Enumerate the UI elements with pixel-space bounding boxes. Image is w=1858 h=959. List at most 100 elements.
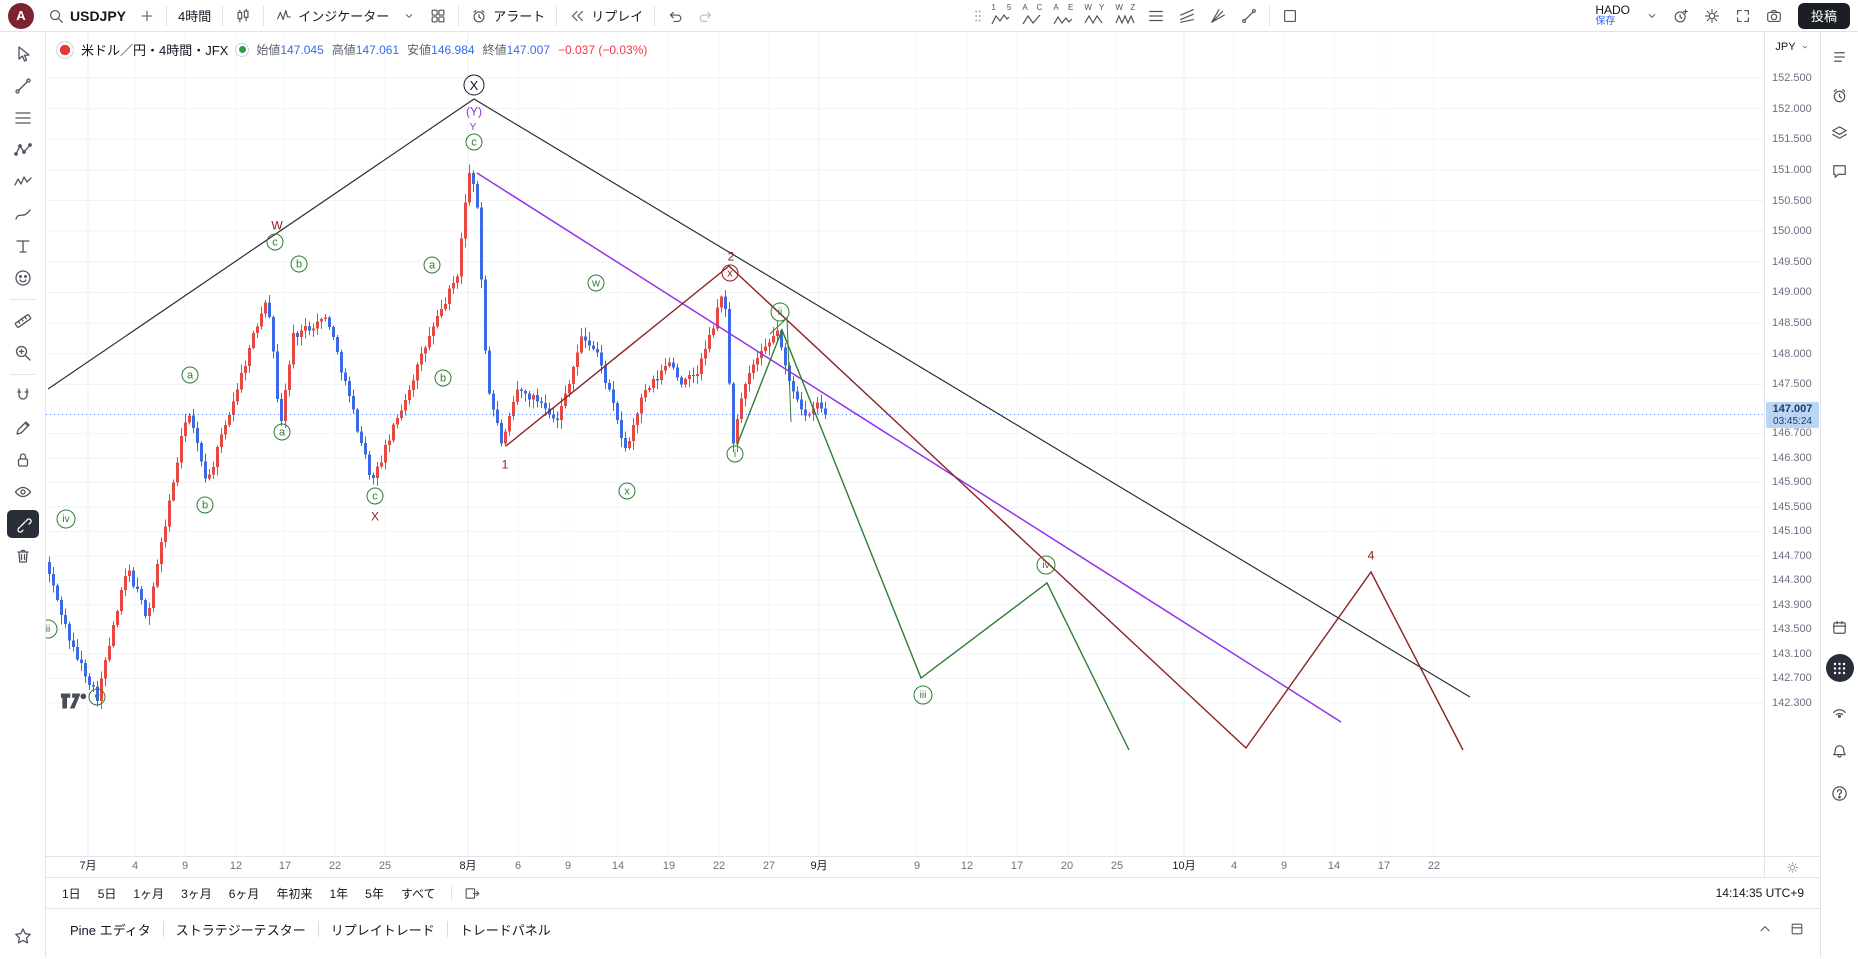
- undo-button[interactable]: [660, 3, 690, 29]
- symbol-title[interactable]: 米ドル／円・4時間・JFX: [81, 43, 229, 58]
- emoji-tool[interactable]: [7, 264, 39, 292]
- chart-type-button[interactable]: [228, 3, 258, 29]
- calendar-button[interactable]: [1825, 612, 1855, 642]
- remove-drawings-tool[interactable]: [7, 542, 39, 570]
- time-tick: 12: [960, 860, 974, 872]
- range-button[interactable]: 年初来: [268, 882, 320, 904]
- right-sidebar: [1820, 32, 1858, 958]
- indicator-templates-button[interactable]: [396, 3, 422, 29]
- price-tick: 148.500: [1772, 317, 1812, 330]
- bottom-tab[interactable]: リプレイトレード: [321, 917, 445, 941]
- text-tool[interactable]: [7, 232, 39, 260]
- range-button[interactable]: 1年: [321, 882, 356, 904]
- svg-text:a: a: [279, 427, 286, 439]
- range-button[interactable]: 1日: [54, 882, 89, 904]
- notifications-button[interactable]: [1825, 736, 1855, 766]
- currency-selector[interactable]: JPY: [1770, 37, 1815, 57]
- market-status-icon[interactable]: [235, 42, 250, 57]
- apps-grid-button[interactable]: [1825, 654, 1854, 682]
- symbol-search-button[interactable]: USDJPY: [41, 3, 132, 29]
- range-button[interactable]: 1ヶ月: [125, 882, 172, 904]
- magnet-tool[interactable]: [7, 382, 39, 410]
- settings-button[interactable]: [1697, 3, 1727, 29]
- streams-button[interactable]: [1825, 694, 1855, 724]
- range-button[interactable]: 3ヶ月: [173, 882, 220, 904]
- cursor-tool[interactable]: [7, 40, 39, 68]
- drawing-mode-tool[interactable]: [7, 414, 39, 442]
- bottom-tab[interactable]: Pine エディタ: [60, 917, 161, 941]
- measure-tool[interactable]: [7, 307, 39, 335]
- elliott-triple-combo-tool[interactable]: W Z: [1110, 2, 1140, 30]
- panel-maximize-button[interactable]: [1784, 917, 1810, 941]
- price-scale[interactable]: JPY 152.500 152.000 151.500 151.000 150.500 1…: [1764, 32, 1820, 856]
- elliott-correction-tool[interactable]: A C: [1017, 2, 1047, 30]
- elliott-triangle-tool[interactable]: A E: [1048, 2, 1078, 30]
- publish-button[interactable]: 投稿: [1797, 2, 1850, 29]
- angle-tool-button[interactable]: [1172, 3, 1202, 29]
- range-button[interactable]: 5年: [357, 882, 392, 904]
- toolbar-divider: [263, 5, 265, 26]
- range-button[interactable]: すべて: [393, 882, 444, 904]
- high-value: 147.061: [355, 43, 400, 57]
- channel-tool-button[interactable]: [1141, 3, 1171, 29]
- trendline-tool-button[interactable]: [1234, 3, 1264, 29]
- svg-text:W: W: [271, 219, 283, 233]
- quick-alert-button[interactable]: [1666, 3, 1696, 29]
- interval-button[interactable]: 4時間: [172, 3, 217, 29]
- pitchfork-tool-button[interactable]: [1203, 3, 1233, 29]
- elliott-impulse-tool[interactable]: 1 5: [986, 2, 1016, 30]
- redo-button[interactable]: [691, 3, 721, 29]
- change-value: −0.037 (−0.03%): [557, 42, 648, 57]
- compare-add-button[interactable]: [133, 3, 161, 29]
- trendline-tool[interactable]: [7, 72, 39, 100]
- layout-dropdown-button[interactable]: [1639, 3, 1665, 29]
- watchlist-button[interactable]: [1825, 42, 1855, 72]
- elliott-wave-tool[interactable]: [7, 168, 39, 196]
- chat-button[interactable]: [1825, 156, 1855, 186]
- user-avatar[interactable]: A: [8, 2, 34, 29]
- goto-date-button[interactable]: [459, 882, 487, 904]
- bottom-tab[interactable]: トレードパネル: [450, 917, 561, 941]
- time-tick: 7月: [79, 860, 97, 872]
- favorites-star-tool[interactable]: [7, 922, 39, 950]
- bar-countdown: 03:45:24: [1773, 415, 1812, 427]
- drag-handle[interactable]: [971, 3, 985, 29]
- object-tree-button[interactable]: [1825, 118, 1855, 148]
- time-axis[interactable]: 7月 4 9 12 17 22 25 8月 6 9 14 19 22 27 9月 9 12 17 20 25 10月 4 9…: [46, 856, 1820, 877]
- indicators-button[interactable]: インジケーター: [269, 3, 395, 29]
- indicators-icon: [277, 9, 292, 20]
- fib-tool[interactable]: [7, 104, 39, 132]
- hide-drawings-tool[interactable]: [7, 478, 39, 506]
- goto-date-icon: [465, 887, 480, 899]
- snapshot-button[interactable]: [1759, 3, 1789, 29]
- axis-settings-button[interactable]: [1785, 860, 1800, 875]
- range-button[interactable]: 6ヶ月: [221, 882, 268, 904]
- elliott-double-combo-tool[interactable]: W Y: [1079, 2, 1109, 30]
- replay-button[interactable]: リプレイ: [562, 3, 649, 29]
- bottom-tab[interactable]: ストラテジーテスター: [166, 917, 316, 941]
- fullscreen-button[interactable]: [1728, 3, 1758, 29]
- layout-name-button[interactable]: HADO 保存: [1587, 3, 1638, 29]
- time-axis-labels[interactable]: 7月 4 9 12 17 22 25 8月 6 9 14 19 22 27 9月 9 12 17 20 25 10月 4 9…: [46, 857, 1764, 877]
- search-icon: [50, 9, 63, 23]
- timezone-clock[interactable]: 14:14:35 UTC+9: [1708, 886, 1812, 900]
- pattern-tool[interactable]: [7, 136, 39, 164]
- toolbar-divider: [166, 5, 168, 26]
- alerts-panel-button[interactable]: [1825, 80, 1855, 110]
- panel-collapse-button[interactable]: [1752, 917, 1778, 941]
- zoom-tool[interactable]: [7, 339, 39, 367]
- svg-text:iv: iv: [1042, 560, 1049, 571]
- sync-drawings-tool[interactable]: [6, 510, 39, 538]
- lock-drawings-tool[interactable]: [7, 446, 39, 474]
- wave-zigzag-icon: [991, 13, 1010, 24]
- brush-tool[interactable]: [7, 200, 39, 228]
- help-button[interactable]: [1825, 778, 1855, 808]
- range-button[interactable]: 5日: [90, 882, 125, 904]
- rectangle-tool-button[interactable]: [1275, 3, 1305, 29]
- alert-button[interactable]: アラート: [464, 3, 551, 29]
- svg-text:iii: iii: [920, 690, 927, 701]
- last-price-label[interactable]: 147.007 03:45:24: [1766, 401, 1819, 428]
- layout-grid-button[interactable]: [423, 3, 453, 29]
